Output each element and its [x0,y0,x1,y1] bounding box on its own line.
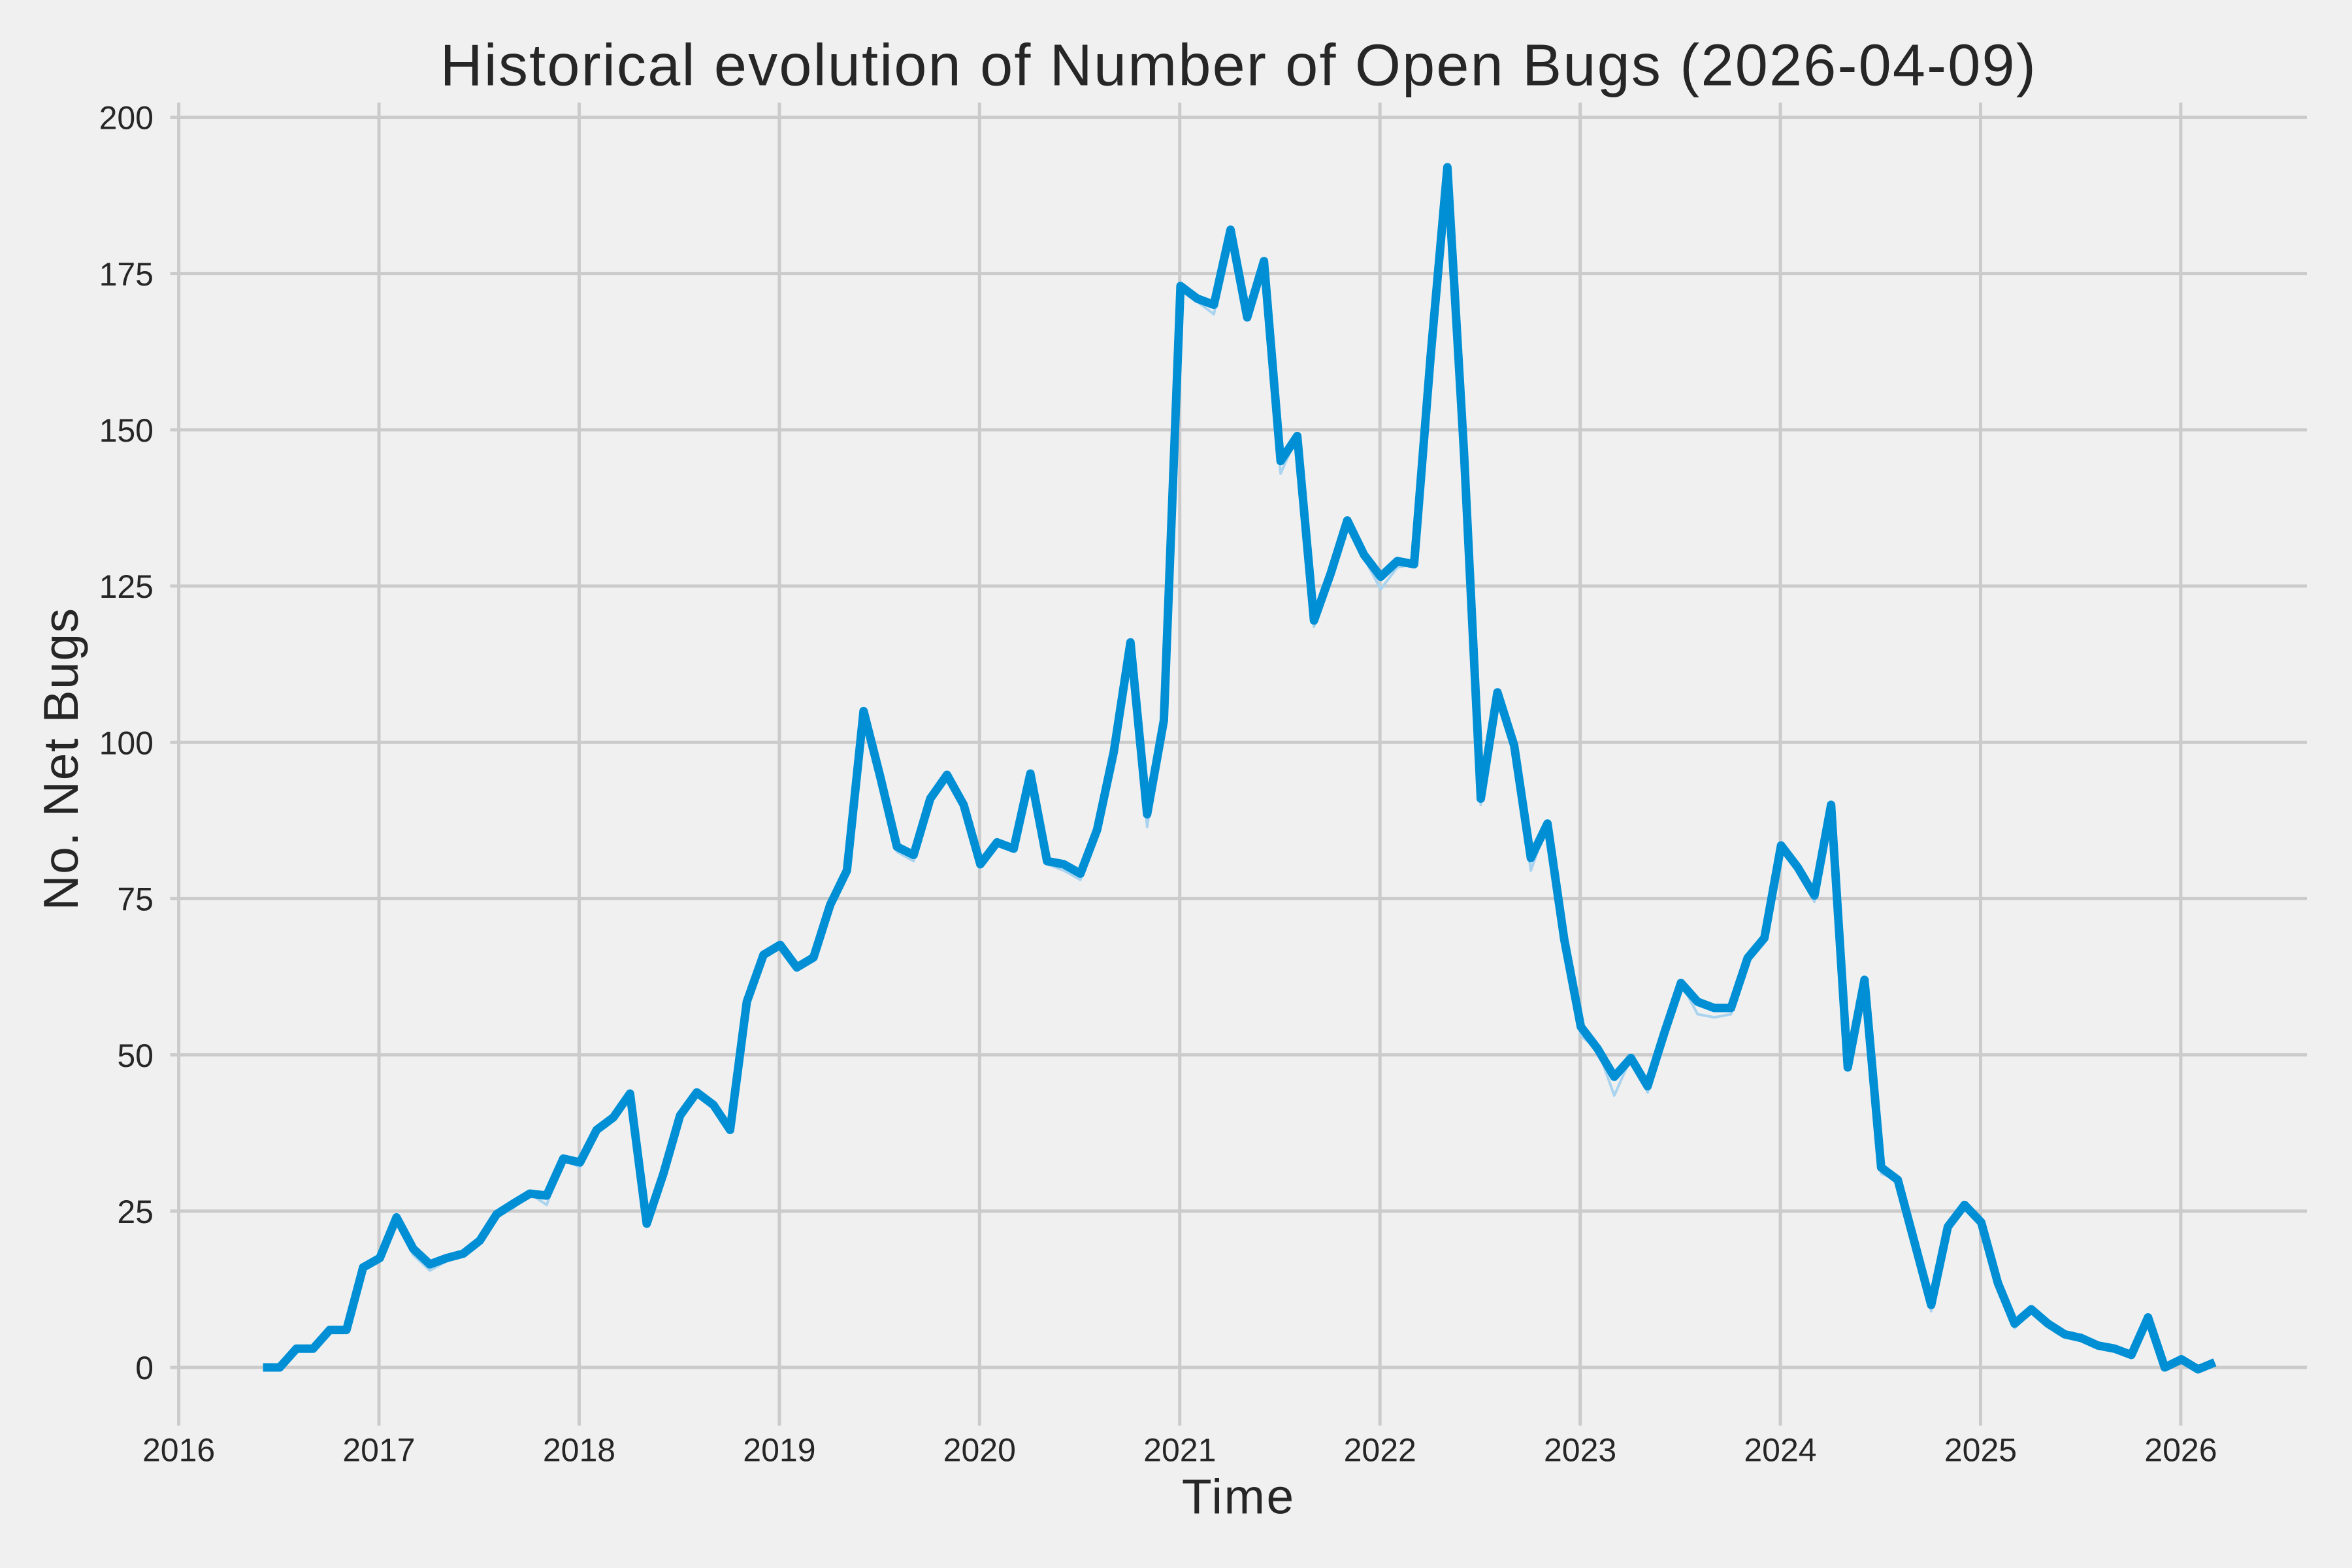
svg-text:No. Net Bugs: No. Net Bugs [33,607,88,910]
svg-text:2024: 2024 [1744,1432,1816,1469]
svg-text:2025: 2025 [1944,1432,2017,1469]
svg-text:2022: 2022 [1344,1432,1416,1469]
svg-text:25: 25 [117,1194,154,1230]
svg-text:2023: 2023 [1544,1432,1616,1469]
svg-text:Time: Time [1182,1469,1296,1524]
svg-text:150: 150 [99,412,154,449]
svg-text:0: 0 [135,1350,154,1386]
svg-text:75: 75 [117,881,154,918]
svg-text:2019: 2019 [743,1432,815,1469]
svg-text:100: 100 [99,725,154,761]
svg-text:125: 125 [99,568,154,605]
svg-text:2020: 2020 [943,1432,1016,1469]
svg-text:Historical evolution of Number: Historical evolution of Number of Open B… [440,33,2037,98]
svg-text:2017: 2017 [342,1432,415,1469]
svg-text:175: 175 [99,256,154,293]
svg-text:2026: 2026 [2144,1432,2217,1469]
svg-text:2021: 2021 [1143,1432,1216,1469]
svg-text:2016: 2016 [142,1432,215,1469]
svg-text:200: 200 [99,100,154,137]
svg-text:2018: 2018 [543,1432,615,1469]
svg-text:50: 50 [117,1037,154,1074]
